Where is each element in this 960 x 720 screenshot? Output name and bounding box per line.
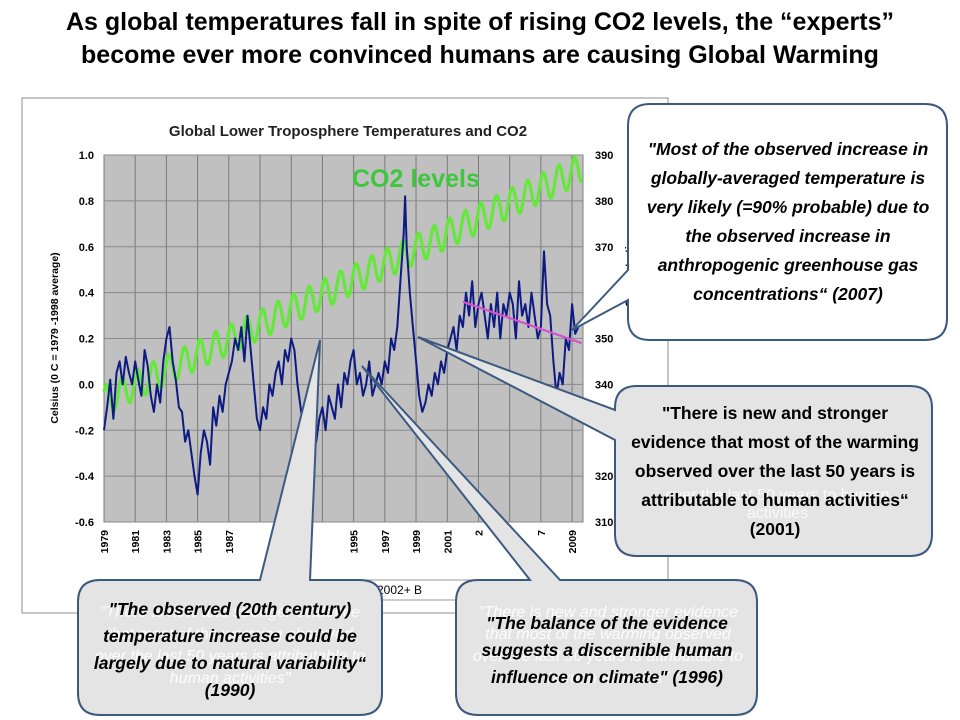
- x-tick-label: 7: [536, 530, 548, 536]
- callout-1996-text: "The balance of the evidence suggests a …: [481, 612, 733, 687]
- y-tick-label: 1.0: [79, 150, 94, 162]
- callout-2001-bubble: [417, 336, 933, 557]
- ghost-text-1996: "There is new and stronger evidence that…: [472, 603, 744, 687]
- y-tick-label: -0.2: [75, 425, 94, 437]
- callout-2007-text: "Most of the observed increase in global…: [646, 139, 930, 304]
- ghost-text-1990: "There is new and stronger evidence that…: [94, 603, 366, 687]
- x-tick-label: 1985: [193, 530, 205, 554]
- y-tick-label: -0.6: [75, 517, 94, 529]
- x-tick-label: 2009: [567, 530, 579, 554]
- callout-2007-bubble: [571, 103, 948, 341]
- y2-tick-label: 370: [595, 242, 613, 254]
- callout-2001-text: "There is new and stronger evidence that…: [631, 402, 919, 539]
- x-tick-label: 1979: [99, 530, 111, 554]
- y-tick-label: -0.4: [75, 471, 95, 483]
- chart-title: Global Lower Troposphere Temperatures an…: [169, 123, 527, 140]
- headline-line-2: become ever more convinced humans are ca…: [81, 41, 879, 69]
- x-tick-label: 1981: [130, 530, 142, 554]
- y2-tick-label: 380: [595, 196, 613, 208]
- axis-ticks: 1979 1981 1983 1985 1987 1995 1997 1999 2001 2 7 20…: [75, 150, 613, 553]
- y-axis-label: Celsius (0 C = 1979 -1998 average): [49, 252, 61, 423]
- x-tick-label: 1999: [411, 530, 423, 554]
- series-trend-2002: [462, 300, 582, 345]
- legend-label: 2002+ B: [377, 583, 422, 597]
- y-tick-label: 0.6: [79, 242, 94, 254]
- y2-tick-label: 350: [595, 334, 613, 346]
- callout-shapes: [77, 103, 948, 716]
- y2-tick-label: 310: [595, 517, 613, 529]
- y-tick-label: 0.0: [79, 379, 94, 391]
- series-layer: [102, 155, 583, 496]
- series-co2: [102, 155, 583, 412]
- y2-tick-label: 340: [595, 379, 613, 391]
- y-tick-label: 0.2: [79, 334, 94, 346]
- series-temperature: [103, 195, 580, 496]
- y-tick-label: 0.8: [79, 196, 94, 208]
- y2-tick-label: 320: [595, 471, 613, 483]
- x-tick-label: 2: [473, 530, 485, 536]
- x-tick-label: 1995: [349, 530, 361, 554]
- y-tick-label: 0.4: [79, 288, 95, 300]
- x-tick-label: 2001: [442, 530, 454, 554]
- x-tick-label: 1987: [224, 530, 236, 554]
- y2-tick-label: 390: [595, 150, 613, 162]
- ghost-text-2001: over the last 50 years to human activiti…: [665, 487, 890, 522]
- headline-line-1: As global temperatures fall in spite of …: [65, 8, 894, 36]
- co2-annotation: CO2 levels: [352, 165, 480, 193]
- callout-1990-bubble: [77, 339, 383, 716]
- callout-1990-text: "The observed (20th century) temperature…: [93, 599, 367, 700]
- callout-1996-bubble: [361, 365, 758, 716]
- x-tick-label: 1997: [380, 530, 392, 554]
- headline: As global temperatures fall in spite of …: [0, 6, 960, 72]
- x-tick-label: 1983: [161, 530, 173, 554]
